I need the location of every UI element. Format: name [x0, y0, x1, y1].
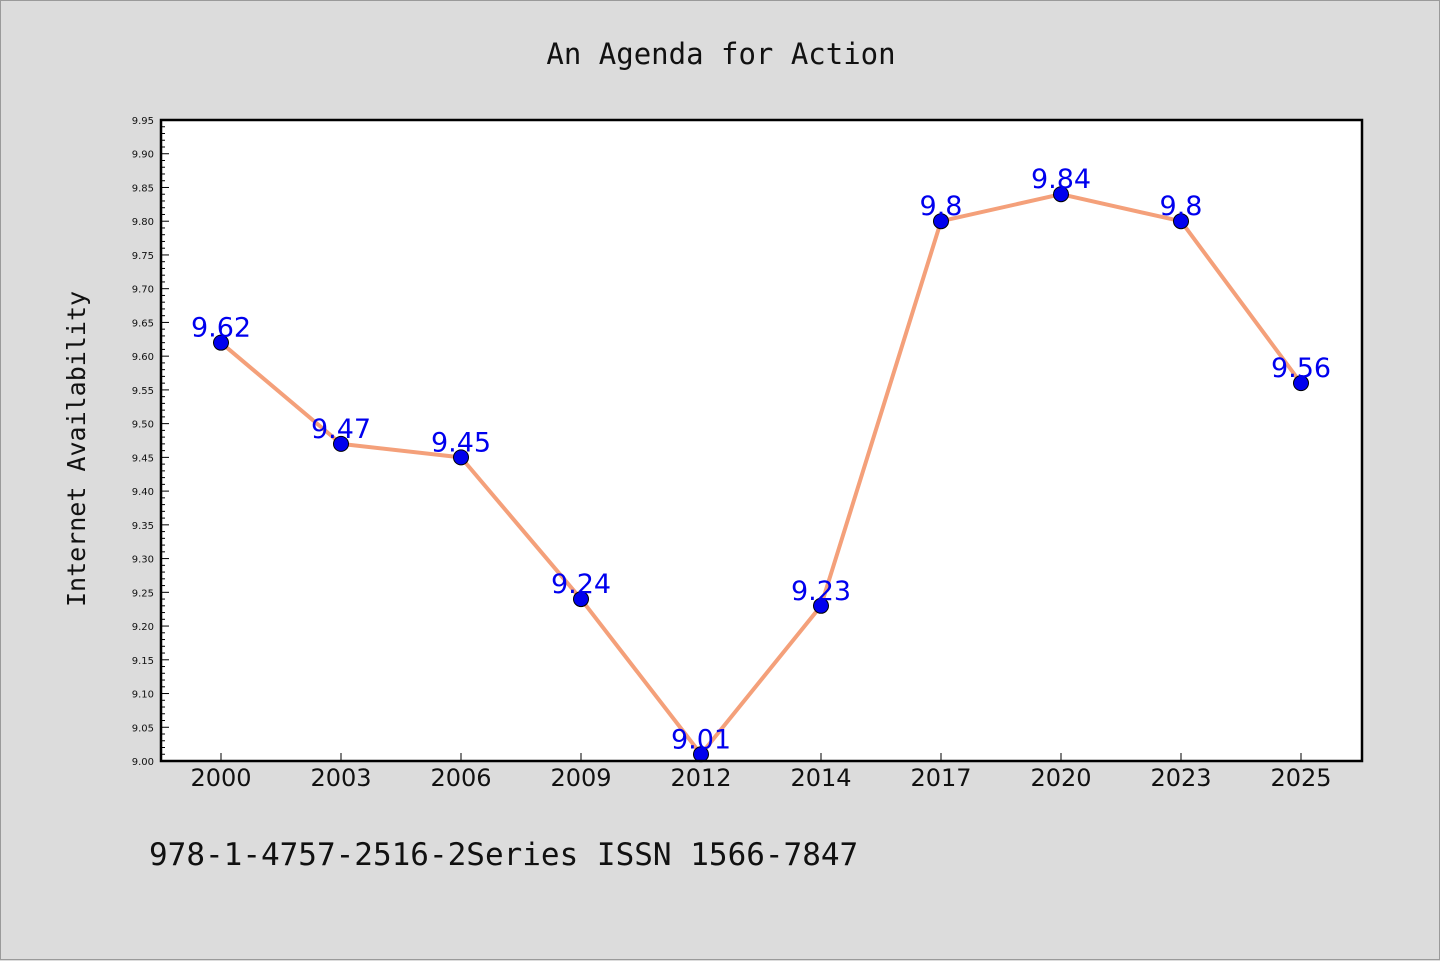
data-point [573, 591, 589, 608]
chart-title: An Agenda for Action [546, 37, 895, 71]
data-label: 9.23 [791, 576, 851, 607]
x-tick-label: 2017 [910, 764, 971, 792]
y-tick-label: 9.65 [132, 318, 154, 329]
x-axis-ticks: 2000 2003 2006 2009 2012 2014 2017 2020 2023 2025 [190, 753, 1332, 792]
data-label: 9.62 [191, 313, 251, 344]
data-point [813, 597, 829, 614]
y-tick-label: 9.45 [132, 453, 154, 464]
y-tick-label: 9.05 [132, 723, 154, 734]
y-tick-label: 9.30 [132, 555, 154, 566]
y-tick-label: 9.55 [132, 386, 154, 397]
y-tick-label: 9.80 [132, 217, 154, 228]
y-tick-label: 9.50 [132, 420, 154, 431]
x-tick-label: 2023 [1150, 764, 1211, 792]
data-point [213, 334, 229, 351]
x-tick-label: 2020 [1030, 764, 1091, 792]
y-tick-label: 9.75 [132, 251, 154, 262]
data-point [333, 435, 349, 452]
y-tick-label: 9.10 [132, 690, 154, 701]
y-tick-label: 9.15 [132, 656, 154, 667]
data-point [1053, 186, 1069, 203]
plot-area [161, 120, 1362, 761]
data-point [1173, 213, 1189, 230]
y-axis-label: Internet Availability [62, 291, 91, 607]
y-tick-label: 9.70 [132, 285, 154, 296]
y-tick-label: 9.40 [132, 487, 154, 498]
y-tick-label: 9.35 [132, 521, 154, 532]
data-label: 9.56 [1271, 353, 1331, 384]
x-tick-label: 2003 [310, 764, 371, 792]
x-tick-label: 2012 [670, 764, 731, 792]
series-markers [213, 186, 1309, 763]
plot-border [159, 118, 1364, 763]
data-label: 9.01 [671, 724, 731, 755]
y-tick-label: 9.95 [132, 116, 154, 127]
y-tick-label: 9.90 [132, 150, 154, 161]
series-line [219, 192, 1303, 757]
data-point [933, 213, 949, 230]
x-tick-label: 2009 [550, 764, 611, 792]
data-label: 9.24 [551, 569, 611, 600]
data-point [453, 449, 469, 466]
data-label: 9.45 [431, 427, 491, 458]
data-label: 9.84 [1031, 164, 1091, 195]
y-tick-label: 9.20 [132, 622, 154, 633]
x-tick-label: 2025 [1270, 764, 1331, 792]
x-tick-label: 2014 [790, 764, 851, 792]
data-label: 9.47 [311, 414, 371, 445]
x-tick-label: 2006 [430, 764, 491, 792]
data-label: 9.8 [920, 191, 963, 222]
footer-text: 978-1-4757-2516-2Series ISSN 1566-7847 [149, 837, 858, 873]
data-label: 9.8 [1160, 191, 1203, 222]
data-labels: 9.62 9.47 9.45 9.24 9.01 9.23 9.8 9.84 9.8 9.56 [191, 164, 1331, 755]
y-tick-label: 9.25 [132, 588, 154, 599]
y-tick-label: 9.85 [132, 183, 154, 194]
y-tick-label: 9.00 [132, 757, 154, 768]
y-tick-label: 9.60 [132, 352, 154, 363]
x-tick-label: 2000 [190, 764, 251, 792]
y-axis-ticks: 9.00 9.05 9.10 9.15 9.20 9.25 9.30 9.35 9.40 9.45… [132, 116, 169, 768]
data-point [1293, 375, 1309, 392]
